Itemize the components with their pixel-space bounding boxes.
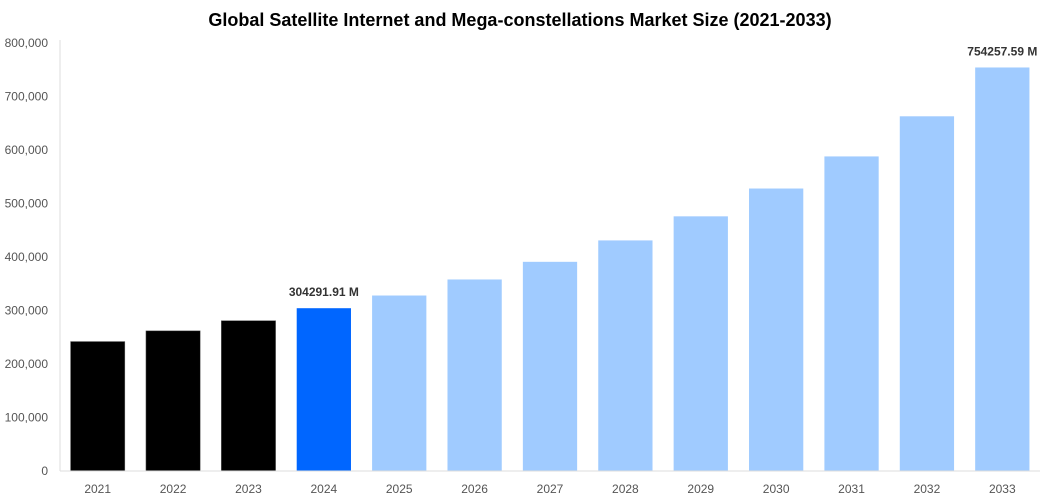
x-tick-label: 2030 — [763, 482, 790, 496]
bar-2030 — [749, 188, 804, 471]
y-tick-label: 200,000 — [5, 357, 49, 371]
y-tick-label: 0 — [41, 464, 48, 478]
x-tick-label: 2033 — [989, 482, 1016, 496]
y-tick-label: 100,000 — [5, 411, 49, 425]
data-labels: 304291.91 M 754257.59 M — [289, 44, 1038, 299]
x-tick-label: 2024 — [310, 482, 337, 496]
y-axis: 0 100,000 200,000 300,000 400,000 500,000 600,… — [5, 36, 61, 478]
bar-2029 — [673, 216, 728, 471]
y-tick-label: 800,000 — [5, 36, 49, 50]
y-tick-label: 300,000 — [5, 304, 49, 318]
y-tick-label: 700,000 — [5, 90, 49, 104]
bar-2028 — [598, 240, 653, 471]
data-label-2024: 304291.91 M — [289, 285, 359, 299]
bar-2031 — [824, 156, 879, 472]
x-tick-label: 2023 — [235, 482, 262, 496]
bar-2021 — [70, 341, 126, 472]
y-tick-label: 600,000 — [5, 143, 49, 157]
bar-2033 — [975, 67, 1030, 471]
y-tick-label: 500,000 — [5, 197, 49, 211]
x-tick-label: 2028 — [612, 482, 639, 496]
bar-2024 — [296, 308, 351, 471]
x-tick-label: 2027 — [537, 482, 564, 496]
bar-2025 — [372, 295, 427, 471]
data-label-2033: 754257.59 M — [967, 44, 1037, 58]
chart-title: Global Satellite Internet and Mega-const… — [208, 10, 831, 30]
bar-2023 — [221, 320, 276, 472]
x-tick-label: 2022 — [160, 482, 187, 496]
bar-2027 — [522, 261, 578, 471]
bar-2022 — [145, 330, 201, 472]
bar-2026 — [447, 279, 502, 471]
x-tick-label: 2032 — [914, 482, 941, 496]
y-tick-label: 400,000 — [5, 250, 49, 264]
x-axis: 2021 2022 2023 2024 2025 2026 2027 2028 2029 2030… — [60, 470, 1040, 496]
x-tick-label: 2025 — [386, 482, 413, 496]
x-tick-label: 2021 — [84, 482, 111, 496]
x-tick-label: 2026 — [461, 482, 488, 496]
x-tick-label: 2031 — [838, 482, 865, 496]
bar-2032 — [899, 116, 955, 472]
x-tick-label: 2029 — [687, 482, 714, 496]
bars — [70, 67, 1030, 472]
